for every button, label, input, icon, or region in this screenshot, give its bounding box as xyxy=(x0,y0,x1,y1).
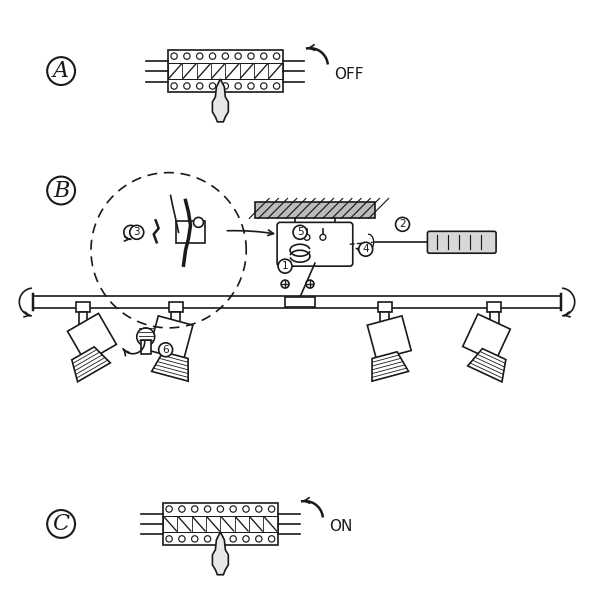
Circle shape xyxy=(47,176,75,205)
Circle shape xyxy=(230,506,236,512)
Circle shape xyxy=(171,83,177,89)
FancyBboxPatch shape xyxy=(427,232,496,253)
Text: 4: 4 xyxy=(362,244,369,254)
Circle shape xyxy=(205,506,211,512)
Bar xyxy=(285,297,315,307)
Circle shape xyxy=(268,506,275,512)
Bar xyxy=(169,302,182,312)
Polygon shape xyxy=(72,347,110,382)
FancyBboxPatch shape xyxy=(277,223,353,266)
Circle shape xyxy=(395,217,409,232)
Bar xyxy=(171,312,180,330)
Text: 6: 6 xyxy=(163,345,169,355)
Circle shape xyxy=(260,83,267,89)
Circle shape xyxy=(248,53,254,59)
Circle shape xyxy=(256,536,262,542)
Text: 5: 5 xyxy=(296,227,304,238)
Circle shape xyxy=(274,53,280,59)
Circle shape xyxy=(293,226,307,239)
Circle shape xyxy=(304,235,310,240)
Circle shape xyxy=(158,343,173,357)
Circle shape xyxy=(256,506,262,512)
Circle shape xyxy=(235,83,241,89)
Circle shape xyxy=(197,53,203,59)
Circle shape xyxy=(278,259,292,273)
Circle shape xyxy=(235,53,241,59)
Circle shape xyxy=(137,328,155,346)
Polygon shape xyxy=(212,532,229,575)
Circle shape xyxy=(243,536,249,542)
Circle shape xyxy=(191,506,198,512)
Bar xyxy=(377,302,392,312)
Text: OFF: OFF xyxy=(334,67,364,82)
Circle shape xyxy=(205,536,211,542)
Text: B: B xyxy=(53,179,69,202)
Circle shape xyxy=(268,536,275,542)
Circle shape xyxy=(179,536,185,542)
Circle shape xyxy=(306,280,314,288)
Circle shape xyxy=(274,83,280,89)
Circle shape xyxy=(179,506,185,512)
Circle shape xyxy=(248,83,254,89)
Circle shape xyxy=(217,506,224,512)
Polygon shape xyxy=(152,352,188,381)
Text: A: A xyxy=(53,60,69,82)
Polygon shape xyxy=(468,349,506,382)
Circle shape xyxy=(130,226,144,239)
Bar xyxy=(490,312,499,330)
Circle shape xyxy=(209,53,216,59)
Bar xyxy=(255,202,374,218)
Circle shape xyxy=(243,506,249,512)
Text: 1: 1 xyxy=(282,261,289,271)
Bar xyxy=(79,312,88,330)
Circle shape xyxy=(222,83,229,89)
Circle shape xyxy=(166,536,172,542)
Bar xyxy=(487,302,501,312)
Circle shape xyxy=(193,217,203,227)
Bar xyxy=(76,302,90,312)
Circle shape xyxy=(184,53,190,59)
Bar xyxy=(380,312,389,330)
Circle shape xyxy=(209,83,216,89)
Text: ON: ON xyxy=(329,520,352,535)
Text: C: C xyxy=(53,513,70,535)
Circle shape xyxy=(166,506,172,512)
Circle shape xyxy=(222,53,229,59)
Circle shape xyxy=(230,536,236,542)
Circle shape xyxy=(281,280,289,288)
Circle shape xyxy=(217,536,224,542)
Circle shape xyxy=(197,83,203,89)
Circle shape xyxy=(47,510,75,538)
Circle shape xyxy=(320,235,326,240)
Polygon shape xyxy=(367,316,411,360)
Circle shape xyxy=(191,536,198,542)
Bar xyxy=(33,296,561,308)
Circle shape xyxy=(359,242,373,256)
Polygon shape xyxy=(149,316,193,360)
Bar xyxy=(141,340,151,354)
Text: 2: 2 xyxy=(399,220,406,229)
Polygon shape xyxy=(212,79,229,122)
Bar xyxy=(255,202,374,218)
Bar xyxy=(168,50,283,92)
Circle shape xyxy=(184,83,190,89)
Circle shape xyxy=(47,57,75,85)
Circle shape xyxy=(260,53,267,59)
Polygon shape xyxy=(67,313,116,362)
Bar xyxy=(176,221,205,243)
Bar xyxy=(163,503,278,545)
Polygon shape xyxy=(463,314,511,362)
Circle shape xyxy=(171,53,177,59)
Text: 3: 3 xyxy=(133,227,140,238)
Polygon shape xyxy=(372,352,409,381)
